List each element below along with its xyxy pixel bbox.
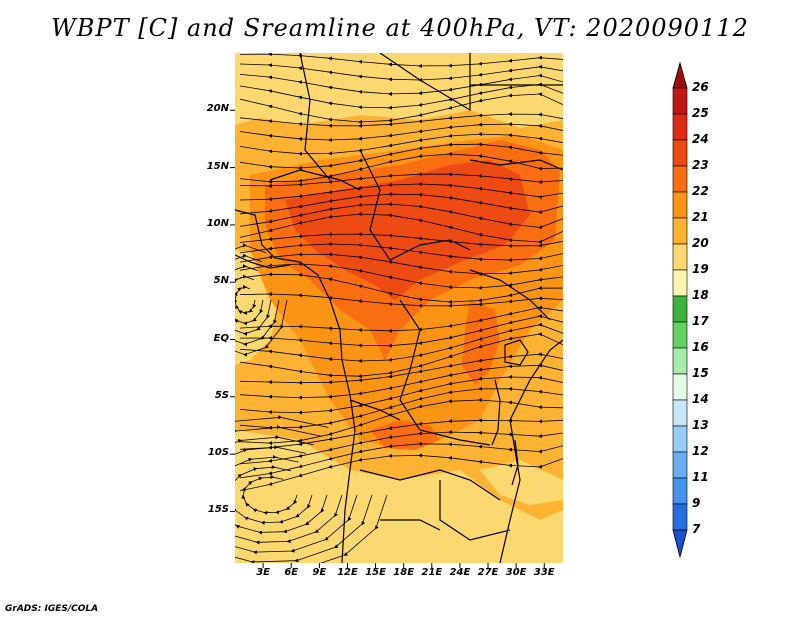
colorbar-label: 16: [692, 340, 709, 354]
colorbar-label: 15: [692, 366, 709, 380]
x-tick-label: 24E: [449, 567, 471, 578]
x-tick-label: 33E: [533, 567, 555, 578]
x-tick-label: 27E: [477, 567, 499, 578]
colorbar-segment: [672, 477, 688, 505]
grads-credit: GrADS: IGES/COLA: [5, 604, 99, 614]
y-tick-label: 5N: [213, 275, 229, 287]
y-tick-label: 10N: [206, 217, 229, 229]
y-axis-ticks: [230, 109, 235, 512]
map-title: WBPT [C] and Sreamline at 400hPa, VT: 20…: [51, 14, 749, 42]
colorbar-segment: [672, 321, 688, 349]
colorbar-segment: [672, 87, 688, 115]
colorbar-label: 9: [692, 496, 701, 510]
colorbar-segment: [672, 451, 688, 479]
colorbar-label: 23: [692, 158, 709, 172]
field-light-north: [235, 53, 563, 128]
y-tick-label: 5S: [214, 389, 229, 401]
y-tick-label: EQ: [213, 332, 229, 344]
colorbar-label: 19: [692, 262, 709, 276]
colorbar-segment: [672, 139, 688, 167]
colorbar-label: 12: [692, 444, 709, 458]
shaded-field: [235, 53, 563, 563]
streamlines: [235, 53, 563, 563]
colorbar-segment: [672, 347, 688, 375]
x-axis-ticks: [262, 563, 545, 568]
colorbar-label: 24: [692, 132, 709, 146]
colorbar-segment: [672, 191, 688, 219]
streamline: [239, 292, 563, 308]
colorbar-label: 25: [692, 106, 709, 120]
colorbar-label: 18: [692, 288, 709, 302]
streamline-vortex: [235, 415, 388, 563]
x-tick-label: 15E: [365, 567, 386, 578]
y-tick-label: 15S: [207, 504, 229, 516]
colorbar-label: 22: [692, 184, 709, 198]
x-tick-label: 9E: [312, 567, 327, 578]
x-tick-label: 6E: [284, 567, 299, 578]
colorbar-segment: [672, 503, 688, 531]
colorbar-bottom-triangle: [672, 529, 688, 559]
colorbar-label: 13: [692, 418, 709, 432]
y-tick-label: 10S: [207, 447, 229, 459]
colorbar-segment: [672, 373, 688, 401]
colorbar-segment: [672, 399, 688, 427]
x-tick-label: 12E: [337, 567, 358, 578]
x-tick-label: 21E: [421, 567, 443, 578]
colorbar-segment: [672, 217, 688, 245]
y-tick-label: 20N: [206, 103, 229, 115]
y-tick-label: 15N: [206, 160, 229, 172]
colorbar-label: 20: [692, 236, 709, 250]
colorbar-segment: [672, 113, 688, 141]
colorbar-label: 26: [692, 80, 709, 94]
x-tick-label: 3E: [256, 567, 270, 578]
colorbar-segment: [672, 425, 688, 453]
x-tick-label: 30E: [505, 567, 527, 578]
border-11: [380, 519, 441, 531]
colorbar-label: 7: [692, 522, 701, 536]
colorbar-label: 14: [692, 392, 709, 406]
x-tick-label: 18E: [393, 567, 415, 578]
colorbar-segment: [672, 295, 688, 323]
streamline-vortex: [235, 243, 288, 357]
colorbar-segment: [672, 243, 688, 271]
colorbar-label: 11: [692, 470, 709, 484]
colorbar-label: 21: [692, 210, 709, 224]
colorbar: [672, 61, 688, 559]
colorbar-top-triangle: [672, 61, 688, 89]
colorbar-label: 17: [692, 314, 709, 328]
colorbar-segment: [672, 269, 688, 297]
border-10: [439, 480, 511, 541]
colorbar-segment: [672, 165, 688, 193]
